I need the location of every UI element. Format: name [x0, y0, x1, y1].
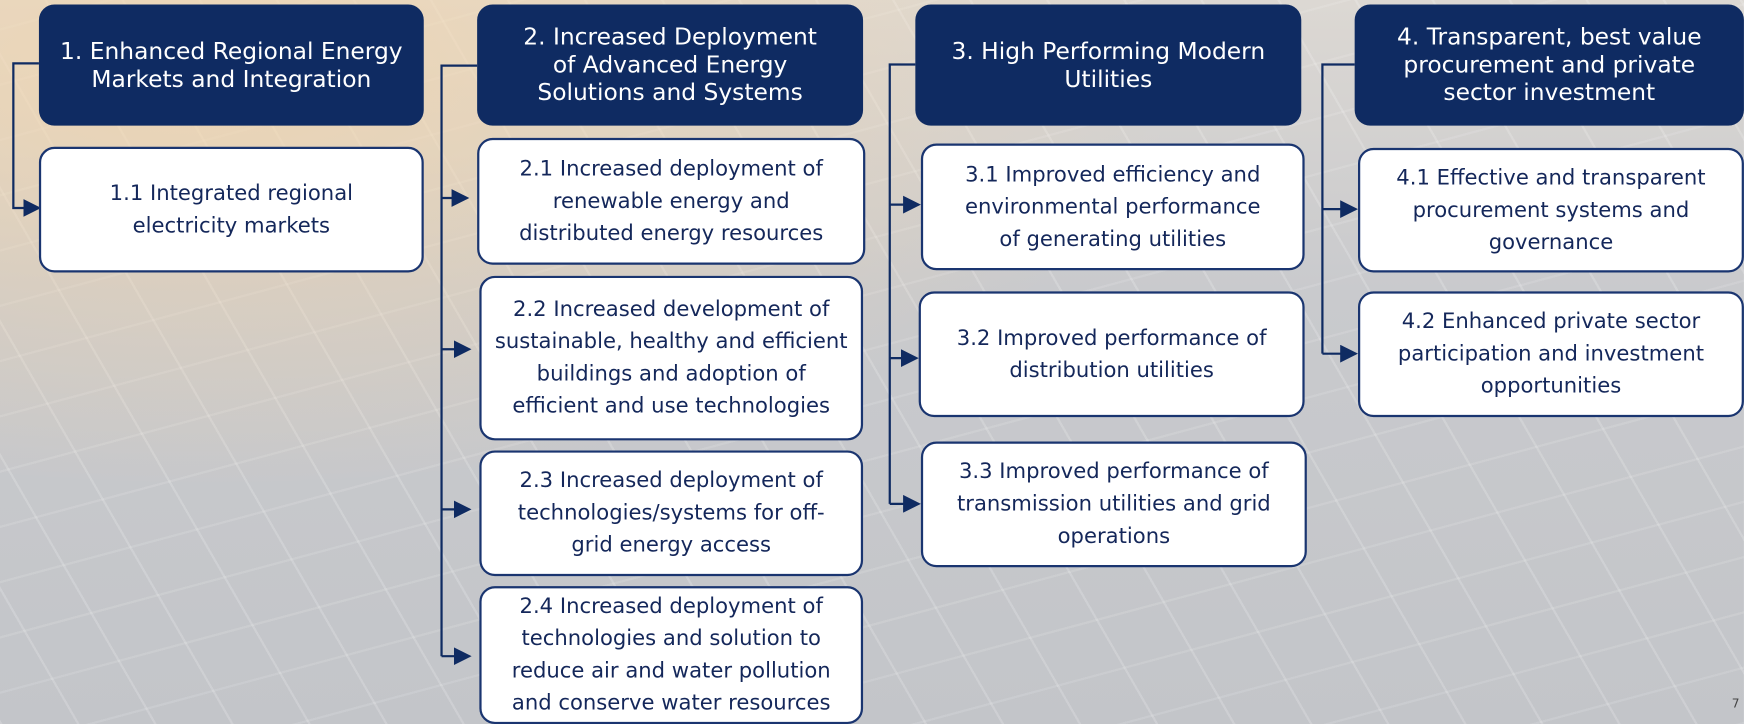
text-line: 2.1 Increased deployment of	[520, 153, 823, 185]
text-line: distributed energy resources	[519, 217, 823, 249]
connector	[890, 65, 916, 504]
text-line: buildings and adoption of	[537, 358, 806, 390]
text-line: procurement and private	[1403, 51, 1695, 79]
text-line: reduce air and water pollution	[512, 655, 831, 687]
text-line: electricity markets	[133, 210, 330, 242]
text-line: 4.2 Enhanced private sector	[1402, 306, 1701, 338]
connector	[442, 66, 478, 657]
text-line: 3. High Performing Modern	[951, 37, 1265, 65]
text-line: participation and investment	[1398, 338, 1704, 370]
text-line: technologies and solution to	[521, 623, 821, 655]
text-line: 2.2 Increased development of	[513, 294, 829, 326]
text-line: 1.1 Integrated regional	[110, 177, 353, 209]
text-line: 2. Increased Deployment	[523, 23, 817, 51]
text-line: and conserve water resources	[512, 687, 831, 719]
text-line: opportunities	[1481, 370, 1621, 402]
text-line: Utilities	[1064, 65, 1152, 93]
page: 7 1. Enhanced Regional EnergyMarkets and…	[0, 0, 1744, 724]
text-line: 2.3 Increased deployment of	[520, 465, 823, 497]
text-line: renewable energy and	[553, 185, 790, 217]
text-line: distribution utilities	[1009, 354, 1214, 386]
text-line: Solutions and Systems	[537, 79, 802, 107]
text-line: sector investment	[1443, 79, 1655, 107]
text-line: 4.1 Effective and transparent	[1396, 162, 1705, 194]
text-line: sustainable, healthy and efficient	[495, 326, 848, 358]
text-line: of Advanced Energy	[553, 51, 788, 79]
text-line: operations	[1058, 521, 1170, 553]
text-line: environmental performance	[965, 191, 1260, 223]
text-line: 3.2 Improved performance of	[957, 322, 1267, 354]
text-line: technologies/systems for off-	[518, 497, 825, 529]
text-line: 4. Transparent, best value	[1397, 23, 1702, 51]
text-line: grid energy access	[571, 529, 771, 561]
text-line: 2.4 Increased deployment of	[520, 591, 823, 623]
text-line: Markets and Integration	[91, 65, 371, 93]
text-line: governance	[1489, 226, 1614, 258]
text-line: procurement systems and	[1413, 194, 1690, 226]
text-line: 3.1 Improved efficiency and	[965, 158, 1260, 190]
text-line: of generating utilities	[999, 223, 1226, 255]
page-number: 7	[1732, 696, 1740, 710]
slide: 7 1. Enhanced Regional EnergyMarkets and…	[0, 0, 1744, 724]
connector	[13, 63, 39, 208]
text-line: 3.3 Improved performance of	[959, 456, 1269, 488]
text-line: efficient and use technologies	[512, 390, 830, 422]
text-line: transmission utilities and grid	[957, 488, 1271, 520]
text-line: 1. Enhanced Regional Energy	[60, 37, 403, 65]
